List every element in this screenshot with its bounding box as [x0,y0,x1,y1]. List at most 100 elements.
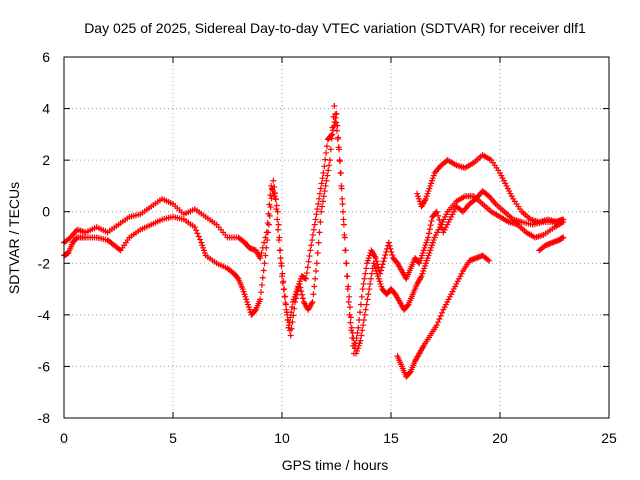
data-point [348,324,355,331]
data-point [331,102,338,109]
data-point [325,167,332,174]
data-point [425,230,432,237]
data-point [358,293,365,300]
data-point [319,198,326,205]
data-point [320,193,327,200]
data-point [426,226,433,233]
data-point [319,175,326,182]
data-point [316,229,323,236]
data-point [259,274,266,281]
data-point [316,190,323,197]
data-point [336,157,343,164]
data-point [406,369,413,376]
grid [64,57,609,418]
data-point [317,219,324,226]
data-point [368,270,375,277]
data-point [389,252,396,259]
axis-ticks: 0 5 10 15 20 25 -8 -6 -4 -2 0 2 4 6 [38,49,617,446]
data-point [342,247,349,254]
data-point [313,260,320,267]
data-point [262,252,269,259]
data-point [257,296,264,303]
data-point [404,302,411,309]
data-point [283,306,290,313]
data-point [309,237,316,244]
data-point [302,275,309,282]
data-point [328,135,335,142]
data-point [193,227,200,234]
data-point [349,329,356,336]
data-point [362,306,369,313]
data-point [358,332,365,339]
data-point [280,286,287,293]
data-point [360,280,367,287]
data-point [285,317,292,324]
data-point [351,340,358,347]
x-tick-label: 0 [60,430,68,446]
y-tick-label: -6 [38,358,51,374]
data-point [363,301,370,308]
data-point [436,315,443,322]
data-point [263,244,270,251]
data-point [357,309,364,316]
data-point [299,291,306,298]
data-point [197,236,204,243]
data-point [307,247,314,254]
series [61,110,567,357]
x-tick-label: 20 [492,430,508,446]
data-point [367,280,374,287]
data-point [296,280,303,287]
data-point [311,221,318,228]
data-point [344,273,351,280]
data-point [271,183,278,190]
data-point [274,208,281,215]
data-points [61,102,567,380]
data-point [288,325,295,332]
data-point [350,335,357,342]
data-point [387,245,394,252]
data-point [272,196,279,203]
data-point [320,170,327,177]
data-point [379,261,386,268]
data-point [326,162,333,169]
data-point [288,309,295,316]
data-point [315,239,322,246]
data-point [73,235,80,242]
data-point [318,180,325,187]
data-point [289,319,296,326]
y-tick-label: 6 [42,49,50,65]
data-point [433,208,440,215]
data-point [364,296,371,303]
data-point [272,190,279,197]
data-point [260,267,267,274]
data-point [380,258,387,265]
data-point [334,135,341,142]
chart-title: Day 025 of 2025, Sidereal Day-to-day VTE… [84,20,586,36]
data-point [195,233,202,240]
data-point [335,144,342,151]
data-point [281,293,288,300]
y-tick-label: 2 [42,152,50,168]
data-point [277,255,284,262]
data-point [313,211,320,218]
data-point [382,252,389,259]
data-point [279,279,286,286]
x-tick-label: 15 [383,430,399,446]
data-point [329,124,336,131]
data-point [374,261,381,268]
data-point [359,286,366,293]
data-point [318,208,325,215]
data-point [275,226,282,233]
data-point [310,291,317,298]
series [61,102,567,357]
data-point [299,295,306,302]
data-point [339,195,346,202]
data-point [360,317,367,324]
data-point [316,195,323,202]
y-tick-label: -4 [38,307,51,323]
data-point [323,177,330,184]
data-point [191,224,198,231]
data-point [355,324,362,331]
data-point [362,270,369,277]
data-point [340,216,347,223]
